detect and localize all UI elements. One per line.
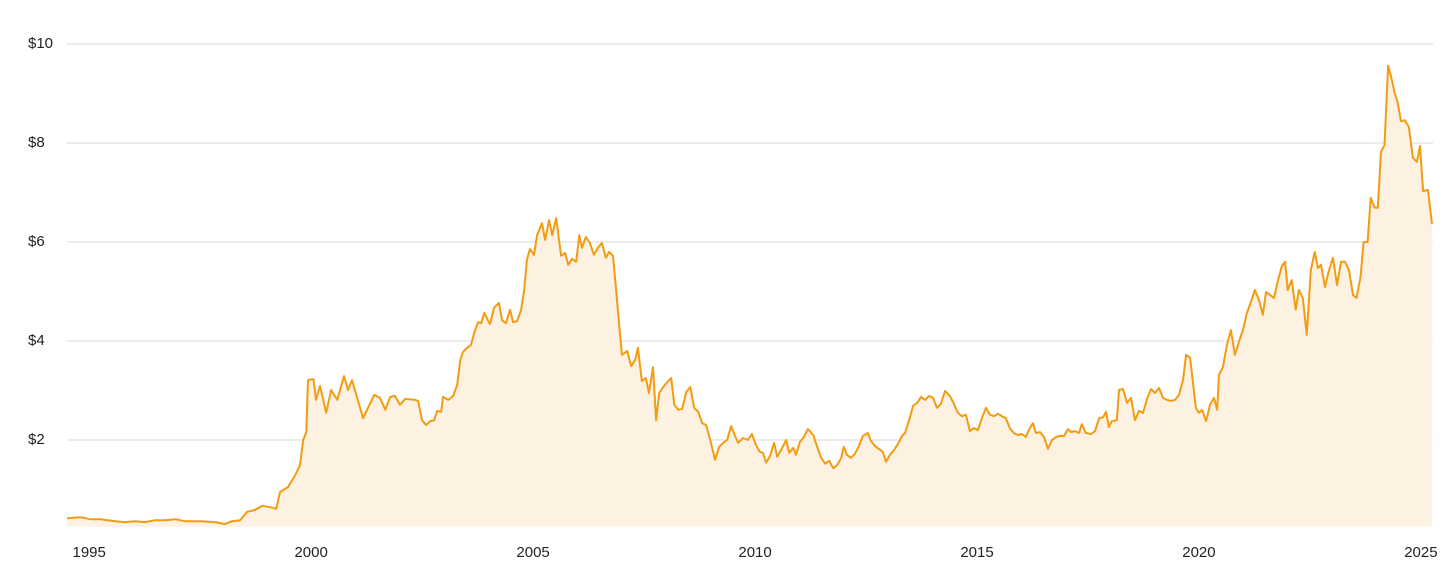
x-tick-label: 2020 [1182,544,1215,561]
y-tick-label: $10 [28,35,53,52]
x-tick-label: 1995 [73,544,106,561]
x-tick-label: 2005 [516,544,549,561]
y-tick-label: $4 [28,332,45,349]
x-tick-label: 2015 [960,544,993,561]
x-tick-label: 2025 [1404,544,1437,561]
x-tick-label: 2010 [738,544,771,561]
area [67,65,1432,527]
y-tick-label: $8 [28,134,45,151]
x-tick-label: 2000 [294,544,327,561]
line [66,64,1433,526]
y-tick-label: $2 [28,431,45,448]
y-tick-label: $6 [28,233,45,250]
